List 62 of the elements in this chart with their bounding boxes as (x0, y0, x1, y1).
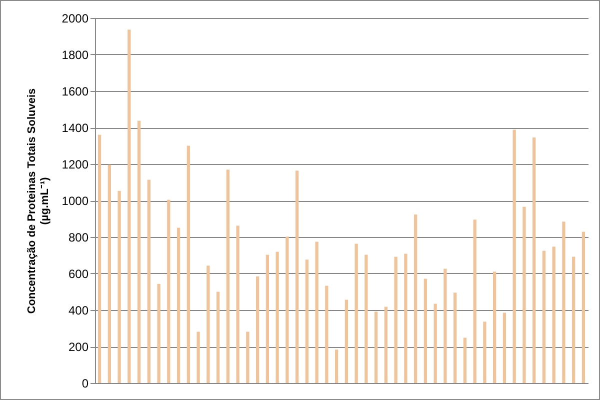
bar (483, 322, 486, 383)
y-tick-label: 1000 (62, 194, 89, 208)
bar (394, 256, 398, 383)
y-tick-label: 1600 (62, 84, 89, 98)
bar (492, 272, 496, 383)
bar (463, 338, 467, 383)
bar (276, 252, 279, 383)
bar (404, 254, 408, 383)
y-tick-label: 0 (82, 376, 89, 390)
bar (572, 256, 576, 383)
bar (246, 332, 250, 383)
bar (542, 250, 546, 383)
bar (512, 130, 516, 383)
bar (434, 304, 437, 383)
bar (453, 292, 457, 383)
bar (424, 278, 428, 383)
bar (286, 236, 289, 383)
bar (315, 242, 318, 383)
bar (562, 222, 566, 383)
bar (176, 228, 180, 383)
bar (186, 146, 190, 383)
y-tick-label: 1800 (62, 48, 89, 62)
bar (137, 120, 141, 383)
bar (582, 232, 586, 383)
bar (196, 332, 200, 383)
bar (522, 206, 526, 383)
bar (266, 254, 270, 383)
bar (552, 246, 556, 383)
bar (167, 200, 170, 383)
y-tick-label: 200 (68, 340, 89, 354)
bar (305, 260, 309, 383)
bar (118, 190, 121, 383)
bar (256, 276, 260, 383)
y-axis-title: Concentração de Proteinas Totais Soluveis (µg.mL⁻¹) (26, 88, 51, 314)
bar (108, 164, 111, 383)
y-tick-label: 400 (68, 304, 89, 318)
bar (414, 214, 418, 383)
bar (374, 312, 378, 383)
bar (216, 292, 220, 383)
bar (384, 306, 388, 383)
y-tick-label: 1200 (62, 158, 89, 172)
bar (444, 268, 447, 383)
bar (226, 170, 230, 383)
bar (128, 30, 131, 383)
bar (325, 286, 328, 383)
y-tick-label: 800 (68, 230, 89, 244)
bar (502, 312, 506, 383)
bar (147, 180, 150, 383)
y-tick-label: 1400 (62, 121, 89, 135)
bar (364, 254, 368, 383)
bar (206, 266, 210, 383)
bar (98, 134, 102, 383)
bar (334, 350, 338, 383)
bar (157, 284, 160, 383)
bar (236, 226, 240, 383)
y-tick-label: 2000 (62, 12, 89, 26)
bar (532, 138, 536, 383)
bar (295, 170, 299, 383)
bar (344, 300, 348, 383)
bar (354, 244, 358, 383)
bar (473, 220, 476, 383)
y-tick-label: 600 (68, 267, 89, 281)
